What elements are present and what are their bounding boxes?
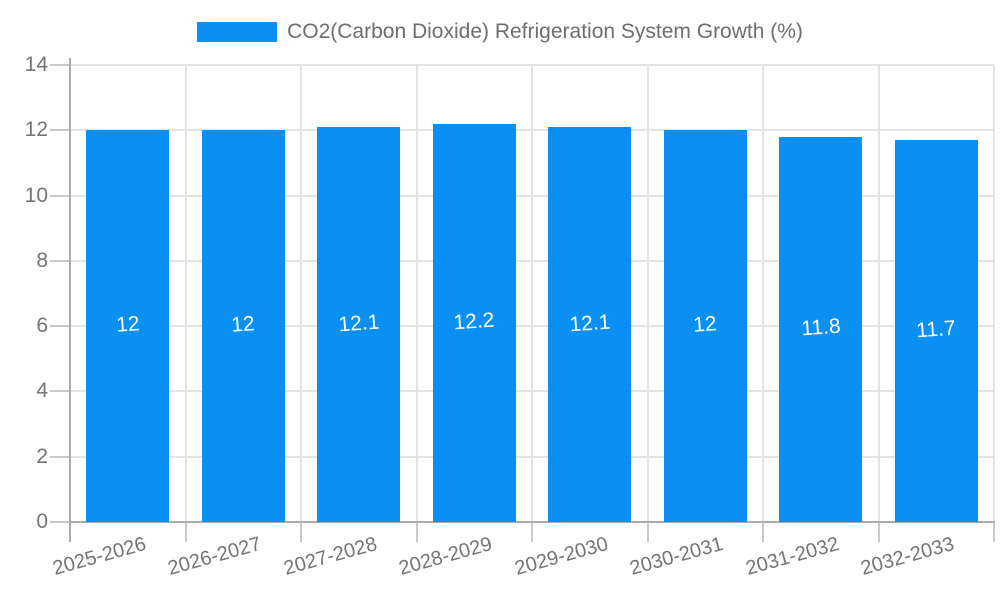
x-axis-tick bbox=[762, 522, 764, 542]
y-axis-tick bbox=[50, 521, 70, 523]
bar[interactable] bbox=[86, 130, 169, 522]
y-axis-tick bbox=[50, 129, 70, 131]
bar[interactable] bbox=[548, 127, 631, 522]
gridline-vertical bbox=[185, 65, 187, 522]
x-axis-tick bbox=[531, 522, 533, 542]
bar[interactable] bbox=[433, 124, 516, 522]
y-axis-label: 12 bbox=[24, 118, 48, 141]
y-axis-tick bbox=[50, 456, 70, 458]
y-axis-label: 2 bbox=[36, 445, 48, 468]
bar[interactable] bbox=[895, 140, 978, 522]
gridline-vertical bbox=[762, 65, 764, 522]
legend-swatch bbox=[197, 22, 278, 42]
y-axis-label: 8 bbox=[36, 249, 48, 272]
x-axis-label: 2032-2033 bbox=[858, 533, 957, 580]
gridline-vertical bbox=[993, 65, 995, 522]
x-axis-line bbox=[69, 521, 995, 523]
y-axis-label: 10 bbox=[24, 184, 48, 207]
y-axis-label: 4 bbox=[36, 379, 48, 402]
gridline-vertical bbox=[300, 65, 302, 522]
y-axis-tick bbox=[50, 195, 70, 197]
x-axis-tick bbox=[878, 522, 880, 542]
y-axis-line bbox=[69, 58, 71, 542]
y-axis-tick bbox=[50, 390, 70, 392]
legend-item[interactable]: CO2(Carbon Dioxide) Refrigeration System… bbox=[0, 20, 1000, 44]
bar[interactable] bbox=[202, 130, 285, 522]
y-axis-label: 6 bbox=[36, 314, 48, 337]
x-axis-tick bbox=[300, 522, 302, 542]
x-axis-label: 2027-2028 bbox=[281, 533, 380, 580]
y-axis-tick bbox=[50, 64, 70, 66]
x-axis-tick bbox=[416, 522, 418, 542]
bar[interactable] bbox=[664, 130, 747, 522]
gridline-vertical bbox=[647, 65, 649, 522]
gridline-vertical bbox=[878, 65, 880, 522]
y-axis-label: 14 bbox=[24, 53, 48, 76]
x-axis-label: 2031-2032 bbox=[743, 533, 842, 580]
bar[interactable] bbox=[779, 137, 862, 522]
legend-label: CO2(Carbon Dioxide) Refrigeration System… bbox=[287, 20, 803, 43]
x-axis-tick bbox=[647, 522, 649, 542]
x-axis-label: 2028-2029 bbox=[396, 533, 495, 580]
gridline-vertical bbox=[531, 65, 533, 522]
bar[interactable] bbox=[317, 127, 400, 522]
gridline-vertical bbox=[416, 65, 418, 522]
y-axis-tick bbox=[50, 260, 70, 262]
x-axis-label: 2025-2026 bbox=[50, 533, 149, 580]
x-axis-tick bbox=[185, 522, 187, 542]
y-axis-label: 0 bbox=[36, 510, 48, 533]
x-axis-tick bbox=[993, 522, 995, 542]
x-axis-label: 2029-2030 bbox=[512, 533, 611, 580]
x-axis-label: 2030-2031 bbox=[627, 533, 726, 580]
y-axis-tick bbox=[50, 325, 70, 327]
x-axis-label: 2026-2027 bbox=[165, 533, 264, 580]
